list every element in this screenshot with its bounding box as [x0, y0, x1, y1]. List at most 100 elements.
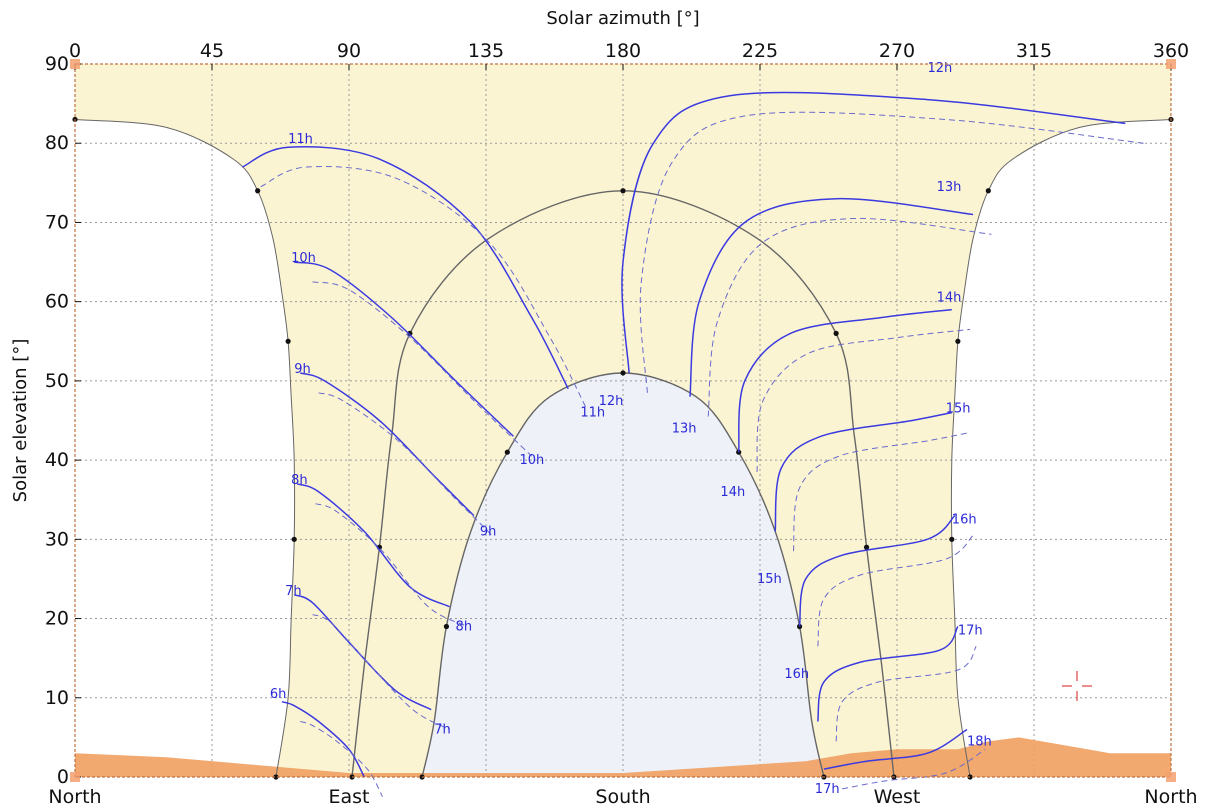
- y-tick-label: 20: [45, 608, 69, 630]
- sun-path-hour-dot: [291, 536, 297, 542]
- hour-line-dashed-17h: [835, 645, 977, 742]
- sun-path-hour-dot: [955, 338, 961, 344]
- hour-label: 15h: [946, 402, 971, 417]
- hour-label-layer: 6h7h8h9h10h11h12h13h14h15h16h17h18h7h8h9…: [270, 61, 992, 797]
- horizon-profile: [75, 737, 1171, 777]
- sun-path-hour-dot: [285, 338, 291, 344]
- y-axis-title: Solar elevation [°]: [10, 339, 31, 503]
- hour-line-dashed-10h: [312, 281, 533, 457]
- winter-hour-label: 11h: [580, 406, 605, 421]
- hour-line-11h: [242, 145, 569, 390]
- sun-path-hour-dot: [620, 370, 626, 376]
- hour-line-8h: [296, 483, 450, 608]
- sun-path-hour-dot: [443, 623, 450, 630]
- x-tick-label-top: 315: [1016, 40, 1052, 62]
- hour-line-dashed-18h: [842, 748, 986, 790]
- winter-hour-label: 16h: [784, 667, 809, 682]
- hour-line-dashed-7h: [312, 614, 450, 730]
- winter-hour-label: 8h: [456, 620, 473, 635]
- y-tick-label: 30: [45, 528, 69, 550]
- winter-hour-label: 15h: [757, 572, 782, 587]
- corner-handle: [1166, 772, 1176, 782]
- hour-label: 17h: [958, 623, 983, 638]
- x-tick-label-bottom: North: [48, 786, 101, 808]
- sun-path-hour-dot: [504, 449, 510, 455]
- y-tick-label: 50: [45, 370, 69, 392]
- hour-line-dashed-14h: [756, 328, 971, 473]
- hour-label: 7h: [285, 584, 302, 599]
- hour-line-dashed-16h: [817, 535, 974, 647]
- sun-path-hour-dot: [407, 330, 413, 336]
- hour-line-16h: [798, 515, 956, 627]
- y-tick-label: 0: [57, 766, 69, 788]
- hour-line-dashed-13h: [707, 217, 992, 417]
- x-tick-label-bottom: South: [595, 786, 650, 808]
- y-tick-label: 80: [45, 132, 69, 154]
- sun-path-hour-dot: [833, 330, 839, 336]
- hour-line-7h: [293, 594, 432, 711]
- winter-hour-label: 7h: [434, 723, 451, 738]
- hour-line-layer: [242, 91, 1144, 798]
- x-axis-title: Solar azimuth [°]: [546, 8, 699, 29]
- hour-line-17h: [817, 626, 959, 722]
- x-tick-label-top: 180: [605, 40, 641, 62]
- x-tick-label-top: 90: [337, 40, 361, 62]
- y-tick-label: 70: [45, 211, 69, 233]
- hour-label: 16h: [952, 512, 977, 527]
- x-tick-label-top: 0: [69, 40, 81, 62]
- hour-label: 14h: [937, 291, 962, 306]
- hour-line-12h: [621, 91, 1126, 374]
- winter-hour-label: 12h: [599, 394, 624, 409]
- hour-line-dashed-15h: [793, 431, 971, 552]
- axis-layer: 0 45 90 135 180 225 270 315 360 0 10 20 30 40 50 60 70 80…: [45, 40, 1198, 808]
- corner-handle: [70, 59, 80, 69]
- winter-hour-label: 13h: [672, 422, 697, 437]
- hour-label: 10h: [291, 251, 316, 266]
- sun-path-hour-dot: [620, 188, 626, 194]
- winter-hour-label: 14h: [720, 485, 745, 500]
- hour-line-dashed-9h: [318, 392, 493, 536]
- sun-path-hour-dot: [255, 188, 261, 194]
- hour-line-15h: [774, 411, 952, 532]
- winter-hour-label: 9h: [480, 524, 497, 539]
- hour-line-10h: [294, 261, 514, 437]
- x-tick-label-top: 360: [1153, 40, 1189, 62]
- sun-path-hour-dot: [273, 774, 279, 780]
- x-tick-label-top: 135: [468, 40, 504, 62]
- y-tick-label: 90: [45, 53, 69, 75]
- corner-handle: [1166, 59, 1176, 69]
- sun-path-hour-dot: [985, 188, 991, 194]
- hour-line-dashed-11h: [260, 166, 587, 409]
- x-tick-label-bottom: North: [1144, 786, 1197, 808]
- y-tick-label: 40: [45, 449, 69, 471]
- sun-path-hour-dot: [949, 536, 955, 542]
- hour-label: 18h: [967, 734, 992, 749]
- y-tick-label: 10: [45, 687, 69, 709]
- outside-sky-right: [951, 119, 1171, 777]
- hour-label: 13h: [937, 180, 962, 195]
- hour-label: 8h: [291, 473, 308, 488]
- x-tick-label-bottom: West: [874, 786, 921, 808]
- x-tick-label-top: 225: [742, 40, 778, 62]
- sun-path-hour-dot: [863, 544, 870, 550]
- hour-line-6h: [281, 700, 365, 778]
- x-tick-label-bottom: East: [329, 786, 370, 808]
- hour-line-18h: [823, 728, 968, 770]
- y-tick-label: 60: [45, 291, 69, 313]
- hour-line-dashed-6h: [300, 721, 383, 798]
- crosshair-icon: [1062, 671, 1092, 701]
- grid-layer: [75, 64, 1171, 777]
- hour-label: 11h: [288, 132, 313, 147]
- sun-path-hour-dot: [967, 774, 973, 780]
- hour-line-9h: [300, 372, 475, 517]
- x-tick-label-top: 45: [200, 40, 224, 62]
- hour-line-13h: [689, 197, 974, 397]
- hour-line-dashed-8h: [315, 503, 468, 627]
- hour-line-14h: [737, 308, 952, 453]
- winter-hour-label: 17h: [815, 782, 840, 797]
- horizon-layer: [75, 737, 1171, 777]
- outside-sky-left: [75, 119, 295, 777]
- hour-label: 12h: [927, 61, 952, 76]
- hour-label: 6h: [270, 687, 287, 702]
